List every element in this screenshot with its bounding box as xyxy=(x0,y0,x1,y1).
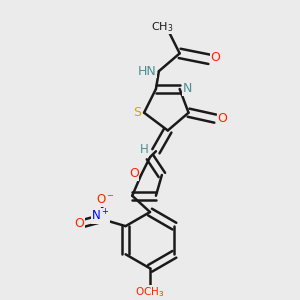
Text: O$^-$: O$^-$ xyxy=(96,193,115,206)
Text: N: N xyxy=(182,82,192,95)
Text: O: O xyxy=(75,217,85,230)
Text: CH$_3$: CH$_3$ xyxy=(151,20,173,34)
Text: O: O xyxy=(129,167,139,180)
Text: OCH$_3$: OCH$_3$ xyxy=(135,285,165,299)
Text: O: O xyxy=(210,51,220,64)
Text: H: H xyxy=(140,143,148,156)
Text: N$^+$: N$^+$ xyxy=(91,208,110,224)
Text: O: O xyxy=(218,112,228,125)
Text: S: S xyxy=(133,106,141,119)
Text: HN: HN xyxy=(138,65,156,78)
